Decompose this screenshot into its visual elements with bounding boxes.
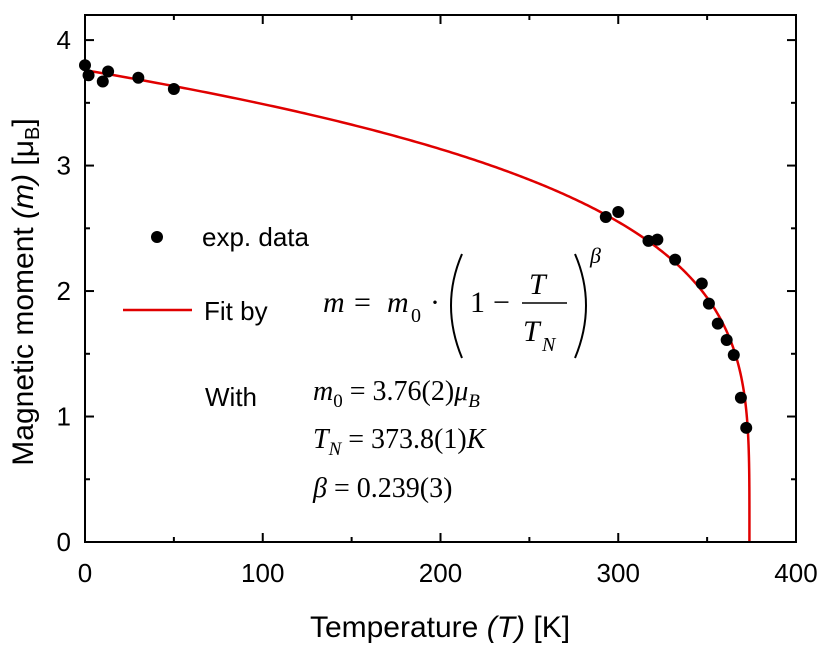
param-beta-value: = 0.239(3) xyxy=(327,473,452,504)
data-point xyxy=(102,65,115,78)
data-point xyxy=(727,349,740,362)
eq-TN-base: T xyxy=(523,315,542,348)
eq-right-paren xyxy=(574,253,587,359)
x-tick-label: 300 xyxy=(597,558,640,588)
data-point xyxy=(711,317,724,330)
x-tick-label: 100 xyxy=(241,558,284,588)
plot-frame xyxy=(84,14,797,543)
eq-T: T xyxy=(529,268,548,301)
eq-TN-sub: N xyxy=(541,334,557,356)
data-point xyxy=(669,253,682,266)
param-TN-unit: K xyxy=(466,424,487,455)
y-tick-label: 3 xyxy=(57,151,71,181)
data-point xyxy=(96,75,109,88)
y-tick-label: 4 xyxy=(57,25,71,55)
data-point xyxy=(599,211,612,224)
x-tick-label: 200 xyxy=(419,558,462,588)
param-m0-sub: 0 xyxy=(333,391,343,412)
x-axis-unit: [K] xyxy=(533,611,570,644)
eq-dot: · xyxy=(430,286,440,319)
legend-fit-label: Fit by xyxy=(204,296,268,326)
param-TN-sub: N xyxy=(328,439,343,460)
data-point xyxy=(734,391,747,404)
x-tick-label: 400 xyxy=(774,558,817,588)
param-m0-value: = 3.76(2) xyxy=(343,376,454,407)
param-TN: TN = 373.8(1)K xyxy=(313,424,487,460)
param-TN-value: = 373.8(1) xyxy=(341,424,466,455)
fit-equation: m = m 0 · 1 − T T N β xyxy=(323,243,601,359)
data-point xyxy=(702,297,715,310)
param-beta-base: β xyxy=(312,473,327,504)
fit-parameters: m0 = 3.76(2)μB TN = 373.8(1)K β = 0.239(… xyxy=(312,376,487,504)
x-tick-label: 0 xyxy=(78,558,92,588)
param-m0-base: m xyxy=(313,376,333,407)
y-tick-label: 2 xyxy=(57,276,71,306)
fit-curve xyxy=(84,68,751,542)
eq-one: 1 xyxy=(470,286,485,319)
eq-m0-base: m xyxy=(387,286,409,319)
param-m0-unit-sub: B xyxy=(468,391,480,412)
data-point xyxy=(720,333,733,346)
eq-m: m xyxy=(323,286,345,319)
legend-data-label: exp. data xyxy=(202,222,310,252)
y-axis-variable: (m) xyxy=(7,174,40,219)
legend-data-marker xyxy=(151,231,163,243)
eq-equals: = xyxy=(354,286,371,319)
data-point xyxy=(167,83,180,96)
y-axis-unit-close: ] xyxy=(7,118,40,126)
eq-left-paren xyxy=(450,253,463,359)
param-m0: m0 = 3.76(2)μB xyxy=(313,376,480,412)
y-axis-label: Magnetic moment xyxy=(7,227,40,466)
param-beta: β = 0.239(3) xyxy=(312,473,452,504)
data-point xyxy=(740,421,753,434)
y-tick-label: 1 xyxy=(57,402,71,432)
legend: exp. data Fit by With xyxy=(123,222,310,412)
y-tick-label: 0 xyxy=(57,527,71,557)
x-axis-title: Temperature (T) [K] xyxy=(310,611,570,644)
data-point xyxy=(695,277,708,290)
eq-beta: β xyxy=(589,243,601,268)
y-axis-title: Magnetic moment (m) [μB] xyxy=(7,118,44,465)
eq-minus: − xyxy=(493,286,510,319)
data-point xyxy=(612,205,625,218)
legend-with-label: With xyxy=(205,382,257,412)
param-TN-base: T xyxy=(313,424,331,455)
eq-m0-sub: 0 xyxy=(411,305,421,327)
x-axis-label: Temperature xyxy=(310,611,478,644)
data-point xyxy=(132,71,145,84)
x-axis-variable: (T) xyxy=(487,611,525,644)
y-axis-unit-subscript: B xyxy=(22,127,44,140)
param-m0-unit: μ xyxy=(453,376,468,407)
y-axis-unit: [μ xyxy=(7,140,40,166)
data-point xyxy=(651,233,664,246)
data-point xyxy=(642,234,655,247)
